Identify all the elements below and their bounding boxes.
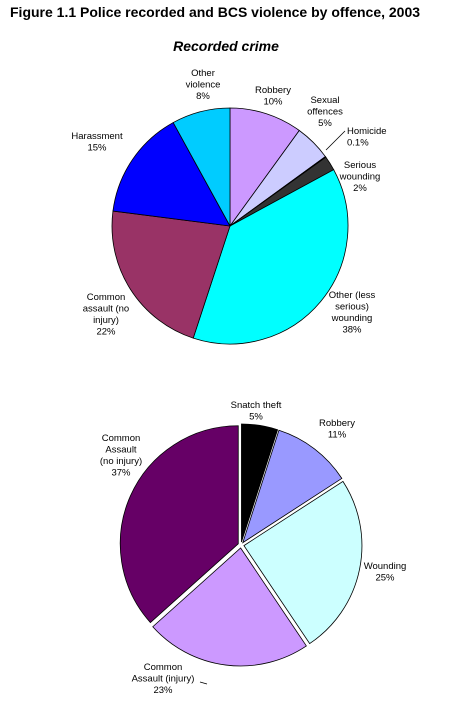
- pie-2-label-common-assault-no-injury--line-0: Common: [102, 433, 141, 444]
- pie-1-label-serious-wounding-line-1: wounding: [339, 172, 381, 183]
- figure-title: Figure 1.1 Police recorded and BCS viole…: [10, 4, 421, 20]
- pie-2-label-snatch-theft-line-1: 5%: [249, 412, 263, 423]
- pie-2-label-wounding-line-1: 25%: [375, 573, 395, 584]
- pie-2-slice-common-assault-injury-: [152, 547, 307, 667]
- pie-2-label-common-assault-injury--line-0: Common: [144, 662, 183, 673]
- pie-2-label-common-assault-injury--line-2: 23%: [153, 685, 173, 696]
- pie-1-label-other-violence-line-2: 8%: [196, 91, 210, 102]
- pie-1-label-other-violence-line-1: violence: [186, 80, 221, 91]
- pie-1-label-common-assault-no-injury--line-3: 22%: [96, 327, 116, 338]
- pie-2-label-common-assault-no-injury--line-1: Assault: [105, 445, 137, 456]
- pie-2-label-robbery-line-0: Robbery: [319, 418, 355, 429]
- pie-1-label-serious-wounding-line-2: 2%: [353, 183, 367, 194]
- pie-2-label-robbery-line-1: 11%: [328, 430, 347, 441]
- pie-1-leader-line-2: [325, 130, 346, 151]
- pie-1-slice-other-less-serious-wounding: [192, 169, 349, 345]
- pie-1-slice-other-violence: [172, 107, 231, 227]
- pie-2-label-common-assault-no-injury--line-2: (no injury): [100, 456, 142, 467]
- pie-1-slice-common-assault-no-injury-: [111, 210, 231, 339]
- pie-1-label-other-less-serious-wounding-line-0: Other (less: [329, 290, 376, 301]
- pie-1-label-common-assault-no-injury--line-0: Common: [87, 292, 126, 303]
- pie-1-label-robbery-line-0: Robbery: [255, 85, 291, 96]
- pie-2-slice-common-assault-no-injury-: [119, 425, 239, 624]
- pie-1-label-other-less-serious-wounding-line-3: 38%: [342, 325, 362, 336]
- pie-1-slice-robbery: [229, 107, 300, 228]
- pie-1-label-harassment-line-0: Harassment: [71, 131, 123, 142]
- pie-2-label-wounding-line-0: Wounding: [364, 561, 407, 572]
- pie-1-label-other-violence-line-0: Other: [191, 68, 215, 79]
- pie-2-label-common-assault-injury--line-1: Assault (injury): [132, 674, 195, 685]
- pie-2-slice-snatch-theft: [241, 423, 279, 543]
- pie-1-label-other-less-serious-wounding-line-2: wounding: [331, 313, 373, 324]
- pie-1-label-common-assault-no-injury--line-1: assault (no: [83, 304, 129, 315]
- pie-1-label-harassment-line-1: 15%: [87, 143, 107, 154]
- pie-1-label-homicide-line-0: Homicide: [347, 126, 387, 137]
- pie-1-label-serious-wounding-line-0: Serious: [344, 160, 376, 171]
- pie-1-label-robbery-line-1: 10%: [263, 97, 283, 108]
- pie-1-label-sexual-offences-line-1: offences: [307, 107, 343, 118]
- pie-1-label-sexual-offences-line-0: Sexual: [310, 95, 339, 106]
- recorded-crime-title: Recorded crime: [173, 38, 279, 54]
- pie-1-label-other-less-serious-wounding-line-1: serious): [335, 302, 369, 313]
- pie-2-slice-robbery: [242, 429, 343, 544]
- pie-2-label-common-assault-no-injury--line-3: 37%: [111, 468, 131, 479]
- pie-1-label-common-assault-no-injury--line-2: injury): [93, 315, 119, 326]
- pie-2-slice-wounding: [243, 480, 363, 645]
- pie-1-label-sexual-offences-line-2: 5%: [318, 118, 332, 129]
- pie-2-leader-line-3: [199, 681, 208, 685]
- pie-1-slice-harassment: [112, 122, 231, 227]
- pie-1-label-homicide-line-1: 0.1%: [347, 138, 369, 149]
- pie-2-label-snatch-theft-line-0: Snatch theft: [231, 400, 282, 411]
